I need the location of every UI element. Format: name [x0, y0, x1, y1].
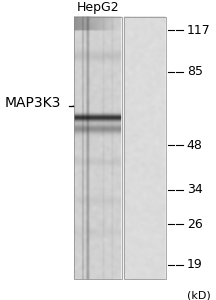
Text: 26: 26 — [187, 218, 203, 231]
Text: (kD): (kD) — [187, 290, 211, 300]
Text: 34: 34 — [187, 183, 203, 196]
Bar — [124, 17, 166, 279]
Text: HepG2: HepG2 — [77, 1, 119, 14]
Text: 19: 19 — [187, 259, 203, 272]
Text: 117: 117 — [187, 24, 211, 37]
Bar — [74, 17, 122, 279]
Text: 85: 85 — [187, 65, 203, 78]
Text: MAP3K3: MAP3K3 — [4, 96, 61, 110]
Text: 48: 48 — [187, 139, 203, 152]
